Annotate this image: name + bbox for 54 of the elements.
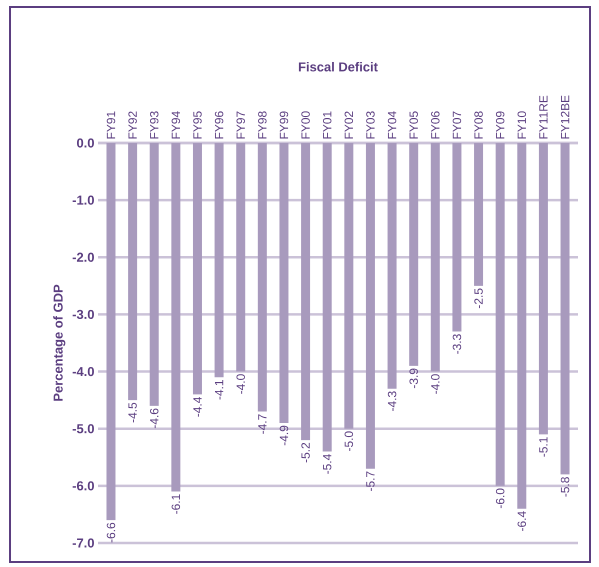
data-label: -6.6 bbox=[106, 522, 116, 542]
x-tick-label: FY05 bbox=[409, 111, 418, 138]
data-label: -4.0 bbox=[431, 374, 440, 394]
x-tick-label: FY98 bbox=[258, 111, 267, 138]
y-tick-label: -7.0 bbox=[72, 538, 94, 548]
y-tick-label: -1.0 bbox=[72, 196, 94, 205]
y-tick-label: -5.0 bbox=[72, 424, 94, 434]
data-label: -5.4 bbox=[323, 454, 332, 474]
chart-title: Fiscal Deficit bbox=[298, 62, 378, 72]
x-tick-label: FY10 bbox=[518, 111, 526, 138]
data-label: -4.1 bbox=[214, 380, 224, 400]
data-label: -6.4 bbox=[518, 511, 526, 531]
x-tick-label: FY93 bbox=[150, 111, 158, 138]
data-label: -5.2 bbox=[301, 442, 310, 462]
x-tick-label: FY92 bbox=[128, 111, 137, 138]
x-tick-label: FY99 bbox=[280, 111, 288, 138]
y-tick-label: -6.0 bbox=[72, 481, 94, 490]
x-tick-label: FY94 bbox=[172, 111, 180, 138]
x-tick-label: FY09 bbox=[496, 111, 504, 138]
data-label: -4.6 bbox=[150, 408, 158, 428]
data-label: -4.0 bbox=[236, 374, 245, 394]
x-tick-label: FY91 bbox=[106, 111, 116, 138]
data-label: -2.5 bbox=[474, 288, 483, 308]
data-label: -3.9 bbox=[409, 368, 418, 388]
x-tick-label: FY00 bbox=[301, 111, 310, 138]
data-label: -6.0 bbox=[496, 488, 504, 508]
data-label: -5.1 bbox=[539, 437, 548, 457]
x-tick-label: FY12BE bbox=[560, 95, 570, 138]
x-tick-label: FY96 bbox=[214, 111, 224, 138]
data-label: -4.5 bbox=[128, 402, 137, 422]
data-label: -5.0 bbox=[344, 431, 354, 451]
x-tick-label: FY95 bbox=[193, 111, 202, 138]
x-tick-label: FY01 bbox=[322, 111, 332, 138]
data-label: -4.7 bbox=[258, 414, 266, 434]
y-tick-label: -3.0 bbox=[72, 310, 94, 320]
x-tick-label: FY06 bbox=[431, 111, 440, 138]
x-tick-label: FY03 bbox=[366, 111, 375, 138]
y-tick-label: 0.0 bbox=[77, 138, 94, 148]
y-tick-label: -4.0 bbox=[72, 366, 94, 376]
y-tick-label: -2.0 bbox=[72, 252, 94, 262]
data-label: -3.3 bbox=[452, 334, 462, 354]
data-label: -6.1 bbox=[172, 494, 180, 514]
x-tick-label: FY11RE bbox=[539, 96, 548, 138]
x-tick-label: FY08 bbox=[474, 111, 483, 138]
data-label: -5.8 bbox=[560, 477, 570, 497]
x-tick-label: FY04 bbox=[388, 111, 396, 138]
x-tick-label: FY97 bbox=[236, 111, 245, 138]
data-label: -4.9 bbox=[280, 426, 288, 446]
data-label: -5.7 bbox=[366, 472, 375, 491]
y-axis-title: Percentage of GDP bbox=[53, 284, 66, 401]
x-tick-label: FY02 bbox=[344, 111, 354, 138]
data-label: -4.4 bbox=[193, 396, 202, 417]
data-label: -4.3 bbox=[388, 391, 396, 411]
x-tick-label: FY07 bbox=[452, 111, 462, 138]
